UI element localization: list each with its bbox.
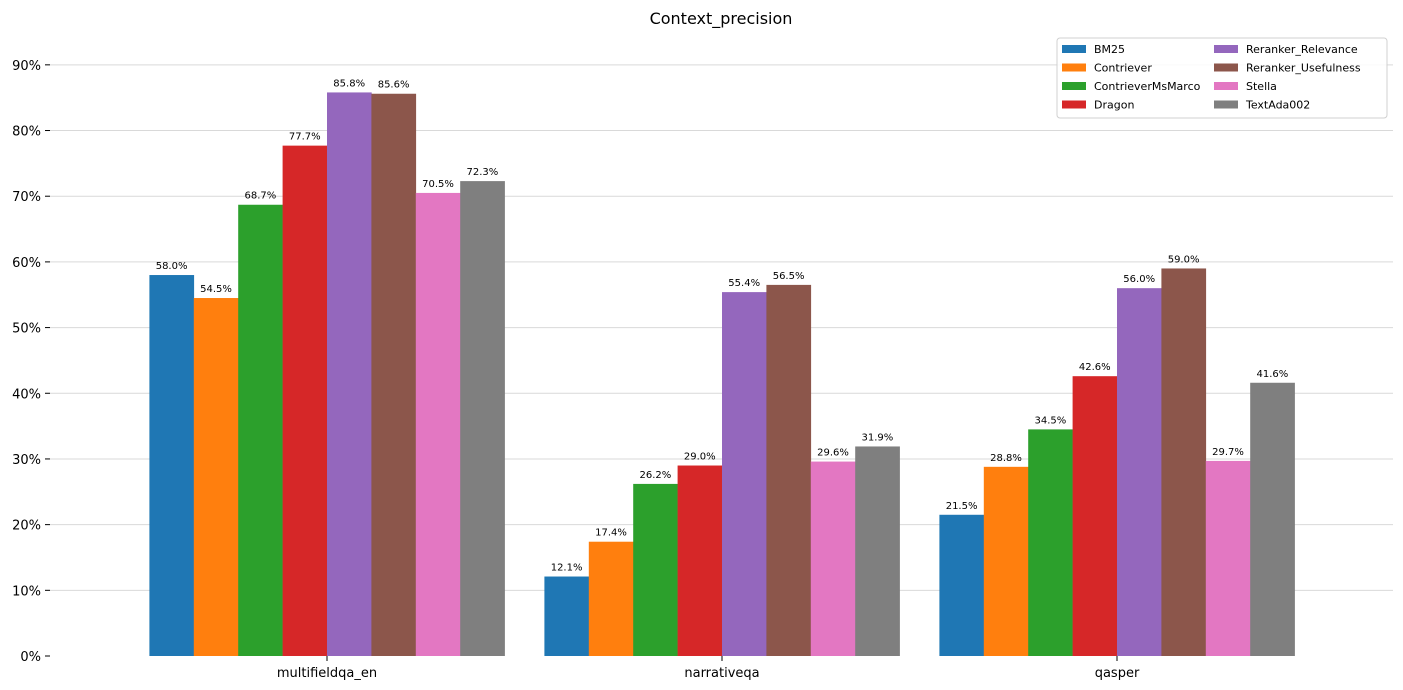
bar — [460, 181, 505, 657]
legend-label: TextAda002 — [1245, 99, 1310, 112]
y-axis: 0% 10% 20% 30% 40% 50% 60% 70% 80% 90% — [12, 59, 50, 665]
legend-swatch — [1214, 100, 1238, 109]
bar — [1161, 268, 1207, 656]
bar — [282, 145, 328, 657]
x-axis: multifieldqa_en narrativeqa qasper — [277, 656, 1140, 681]
bar — [766, 284, 812, 656]
bar — [1250, 382, 1295, 656]
x-tick-label: multifieldqa_en — [277, 666, 377, 681]
y-tick-label: 30% — [12, 453, 41, 468]
chart-title: Context_precision — [650, 9, 793, 29]
value-label: 85.8% — [333, 78, 365, 89]
value-labels: 58.0% 54.5% 68.7% 77.7% 85.8% 85.6% 70.5% 72.3%… — [156, 78, 1289, 573]
value-label: 17.4% — [595, 528, 627, 539]
value-label: 85.6% — [378, 80, 410, 91]
bar — [588, 541, 634, 656]
bar — [983, 466, 1029, 656]
y-tick-label: 10% — [12, 584, 41, 599]
y-tick-label: 0% — [20, 650, 41, 665]
bar — [939, 514, 985, 656]
legend-label: BM25 — [1094, 43, 1125, 56]
x-tick-label: narrativeqa — [684, 666, 759, 681]
value-label: 29.0% — [684, 452, 716, 463]
legend-label: ContrieverMsMarco — [1094, 80, 1201, 93]
value-label: 34.5% — [1035, 415, 1067, 426]
value-label: 55.4% — [728, 278, 760, 289]
bar — [810, 461, 856, 656]
bar — [149, 275, 195, 656]
y-tick-label: 20% — [12, 519, 41, 534]
x-tick-label: qasper — [1095, 666, 1140, 681]
bar — [327, 92, 372, 657]
legend-swatch — [1214, 63, 1238, 72]
value-label: 70.5% — [422, 179, 454, 190]
value-label: 77.7% — [289, 132, 321, 143]
value-label: 56.0% — [1123, 274, 1155, 285]
y-tick-label: 50% — [12, 322, 41, 337]
legend-swatch — [1214, 45, 1238, 53]
legend-swatch — [1214, 82, 1238, 90]
bar — [193, 298, 239, 656]
value-label: 21.5% — [946, 501, 978, 512]
value-label: 68.7% — [245, 191, 277, 202]
bar — [633, 483, 678, 656]
bars — [149, 92, 1295, 657]
legend-swatch — [1062, 45, 1086, 53]
value-label: 12.1% — [551, 563, 583, 574]
bar — [371, 93, 417, 656]
legend: BM25 Contriever ContrieverMsMarco Dragon Rer… — [1056, 37, 1388, 119]
y-tick-label: 40% — [12, 387, 41, 402]
value-label: 59.0% — [1168, 254, 1200, 265]
y-tick-label: 70% — [12, 190, 41, 205]
y-tick-label: 90% — [12, 59, 41, 74]
value-label: 54.5% — [200, 284, 232, 295]
legend-label: Contriever — [1094, 62, 1152, 75]
bar — [544, 576, 590, 656]
bar — [415, 192, 461, 656]
value-label: 56.5% — [773, 271, 805, 282]
bar — [722, 292, 767, 656]
value-label: 28.8% — [990, 453, 1022, 464]
bar — [1117, 288, 1162, 656]
value-label: 26.2% — [640, 470, 672, 481]
legend-label: Reranker_Relevance — [1246, 43, 1358, 56]
legend-box — [1056, 37, 1388, 119]
value-label: 58.0% — [156, 261, 188, 272]
legend-label: Stella — [1246, 80, 1277, 93]
bar — [1072, 376, 1118, 656]
bar — [855, 446, 900, 656]
legend-swatch — [1062, 100, 1086, 109]
value-label: 41.6% — [1257, 369, 1289, 380]
value-label: 31.9% — [862, 432, 894, 443]
bar — [1028, 429, 1073, 656]
legend-label: Reranker_Usefulness — [1246, 62, 1361, 75]
value-label: 72.3% — [467, 167, 499, 178]
bar — [1205, 460, 1251, 656]
bar — [238, 204, 283, 656]
value-label: 29.6% — [817, 448, 849, 459]
legend-swatch — [1062, 82, 1086, 90]
legend-swatch — [1062, 63, 1086, 72]
value-label: 29.7% — [1212, 447, 1244, 458]
legend-label: Dragon — [1094, 99, 1134, 112]
y-tick-label: 60% — [12, 256, 41, 271]
bar — [677, 465, 723, 656]
y-tick-label: 80% — [12, 125, 41, 140]
value-label: 42.6% — [1079, 362, 1111, 373]
